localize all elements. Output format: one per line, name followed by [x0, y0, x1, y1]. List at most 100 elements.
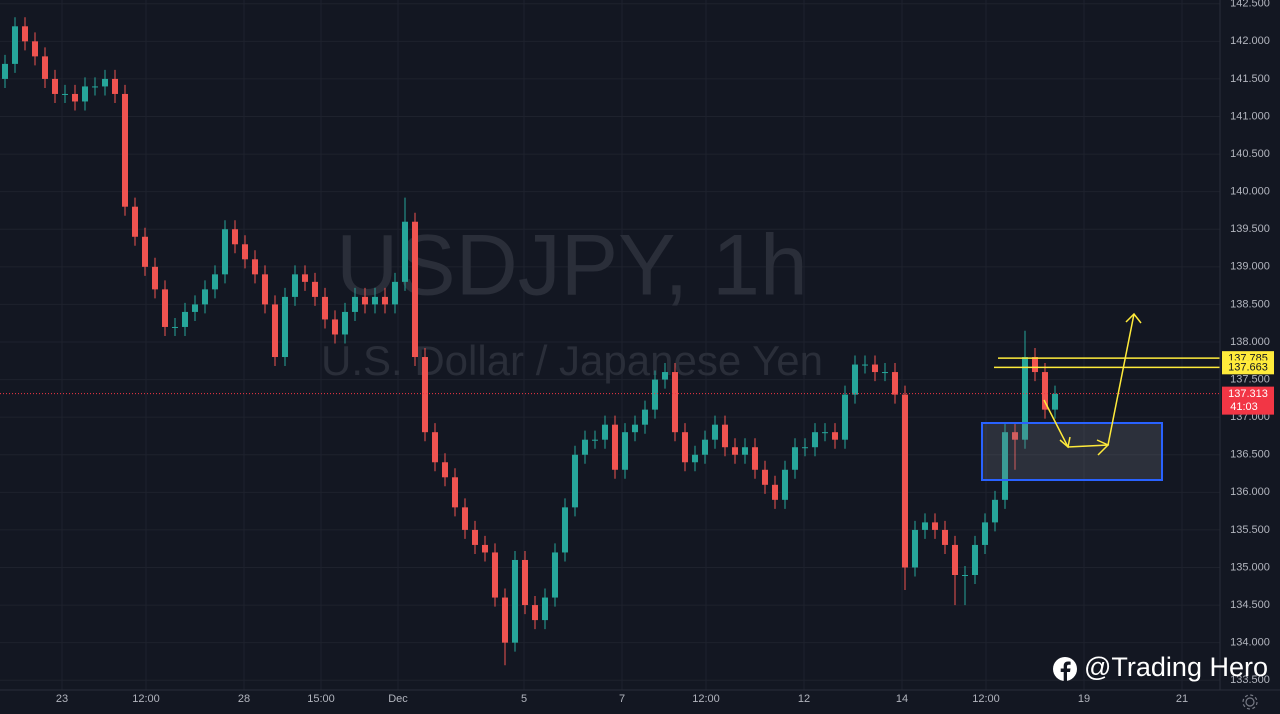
y-tick-label: 142.000: [1230, 35, 1270, 47]
candle-body: [652, 379, 658, 410]
candle-body: [802, 447, 808, 449]
candle-body: [922, 522, 928, 530]
candle-body: [42, 56, 48, 79]
price-lines: [0, 357, 1220, 395]
candle-body: [2, 63, 8, 79]
candle-body: [702, 439, 708, 455]
arrow-head: [1125, 312, 1142, 324]
candle-body: [502, 597, 508, 643]
candle-body: [182, 311, 188, 327]
x-tick-label: 7: [619, 693, 625, 705]
candle-body: [452, 477, 458, 508]
candle-body: [912, 529, 918, 568]
candle-body: [432, 432, 438, 463]
price-label-bg: [1222, 360, 1274, 375]
candle-body: [132, 206, 138, 237]
candle-body: [422, 357, 428, 433]
candle-body: [362, 296, 368, 305]
credit: @Trading Hero: [1053, 652, 1268, 682]
zone-box: [981, 422, 1163, 481]
candle-body: [582, 439, 588, 455]
candle-body: [992, 499, 998, 523]
y-tick-label: 136.000: [1230, 486, 1270, 498]
y-tick-label: 134.500: [1230, 599, 1270, 611]
candle-body: [392, 281, 398, 305]
candle-body: [412, 221, 418, 358]
candles: [2, 17, 1058, 666]
candle-body: [832, 432, 838, 440]
candle-body: [672, 372, 678, 433]
x-tick-label: 12: [798, 693, 810, 705]
candle-body: [172, 326, 178, 328]
candle-body: [382, 296, 388, 305]
candle-body: [712, 424, 718, 440]
x-tick-label: Dec: [388, 693, 408, 705]
candle-body: [472, 529, 478, 545]
candle-body: [162, 289, 168, 327]
candle-body: [722, 424, 728, 448]
candle-body: [532, 605, 538, 621]
facebook-glyph: [1060, 661, 1071, 681]
y-tick-label: 140.000: [1230, 186, 1270, 198]
candle-body: [772, 484, 778, 500]
candle-body: [142, 236, 148, 267]
candle-body: [292, 274, 298, 297]
y-tick-label: 138.000: [1230, 336, 1270, 348]
candle-body: [682, 432, 688, 463]
axes: 133.500 134.000 134.500 135.000 135.500 136.0…: [56, 0, 1274, 705]
candle-body: [602, 424, 608, 440]
candle-body: [102, 78, 108, 87]
x-tick-label: 12:00: [692, 693, 720, 705]
y-tick-label: 137.500: [1230, 373, 1270, 385]
candle-body: [592, 439, 598, 441]
candle-body: [562, 507, 568, 553]
candle-body: [282, 296, 288, 358]
settings-icon[interactable]: [1242, 694, 1258, 710]
candle-body: [572, 454, 578, 508]
y-tick-label: 139.000: [1230, 261, 1270, 273]
candle-body: [932, 522, 938, 530]
candle-body: [902, 394, 908, 568]
y-tick-label: 135.500: [1230, 524, 1270, 536]
price-label: 137.663: [1228, 362, 1268, 374]
candle-body: [852, 364, 858, 395]
candle-body: [332, 319, 338, 335]
x-tick-label: 14: [896, 693, 908, 705]
candle-body: [982, 522, 988, 545]
grid: [0, 0, 1220, 690]
candle-body: [262, 274, 268, 305]
candle-body: [342, 311, 348, 335]
y-tick-label: 134.000: [1230, 637, 1270, 649]
candle-body: [272, 304, 278, 358]
candle-body: [522, 559, 528, 606]
y-tick-label: 138.500: [1230, 298, 1270, 310]
candle-body: [1022, 357, 1028, 440]
candle-body: [72, 93, 78, 102]
y-tick-label: 142.500: [1230, 0, 1270, 10]
candle-body: [1052, 393, 1058, 410]
x-tick-label: 12:00: [132, 693, 160, 705]
candle-body: [82, 86, 88, 102]
candle-body: [612, 424, 618, 470]
x-tick-label: 21: [1176, 693, 1188, 705]
countdown-label: 41:03: [1230, 401, 1258, 413]
candle-body: [942, 529, 948, 545]
candle-body: [872, 364, 878, 373]
candle-body: [792, 447, 798, 470]
candle-body: [232, 229, 238, 245]
y-tick-label: 139.500: [1230, 223, 1270, 235]
candle-body: [762, 469, 768, 485]
candle-body: [732, 447, 738, 455]
credit-text: @Trading Hero: [1084, 652, 1268, 682]
candle-body: [302, 274, 308, 282]
candle-body: [962, 575, 968, 576]
y-tick-label: 141.000: [1230, 110, 1270, 122]
candle-body: [512, 559, 518, 643]
candle-body: [1032, 357, 1038, 373]
watermark-subtitle: U.S. Dollar / Japanese Yen: [321, 337, 823, 384]
candle-body: [192, 304, 198, 312]
y-tick-label: 135.000: [1230, 561, 1270, 573]
candle-body: [122, 93, 128, 207]
